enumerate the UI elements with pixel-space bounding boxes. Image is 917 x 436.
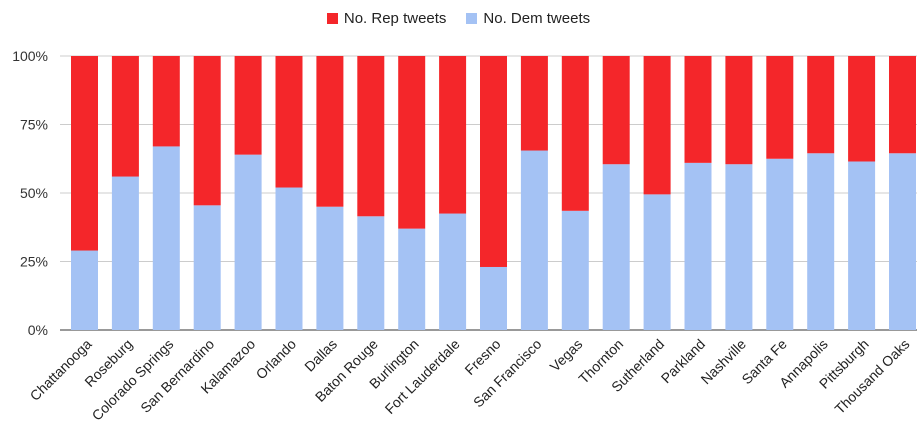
bar-dem [520, 150, 548, 330]
x-tick-label: Chattanooga [27, 336, 95, 404]
x-tick-label: Dallas [301, 336, 340, 375]
x-tick-label: Thousand Oaks [831, 336, 912, 417]
x-tick-label: Fort Lauderdale [382, 336, 463, 417]
legend-swatch-rep [326, 12, 338, 24]
x-tick-label: Orlando [253, 336, 300, 383]
bar-dem [766, 158, 794, 330]
y-tick-label: 25% [20, 254, 48, 270]
bar-dem [193, 205, 221, 330]
bar-rep [398, 56, 426, 229]
bar-dem [807, 153, 835, 330]
bar-rep [193, 56, 221, 206]
y-tick-label: 50% [20, 185, 48, 201]
legend-item-dem: No. Dem tweets [466, 10, 590, 27]
bar-rep [439, 56, 467, 214]
bar-rep [602, 56, 630, 165]
bar-rep [766, 56, 794, 159]
bar-dem [111, 176, 139, 330]
bars [71, 56, 916, 330]
bar-rep [480, 56, 507, 267]
y-tick-label: 75% [20, 117, 48, 133]
bar-rep [234, 56, 262, 155]
legend-item-rep: No. Rep tweets [326, 9, 447, 27]
bar-dem [889, 153, 916, 330]
bar-rep [111, 56, 139, 177]
x-tick-label: San Bernardino [137, 336, 217, 416]
bar-rep [71, 56, 98, 251]
bar-rep [807, 56, 835, 154]
y-tick-label: 0% [28, 322, 48, 338]
bar-dem [234, 154, 262, 330]
bar-rep [889, 56, 916, 154]
bar-rep [357, 56, 385, 217]
y-tick-label: 100% [12, 48, 48, 64]
bar-dem [602, 164, 630, 330]
bar-dem [561, 210, 589, 330]
bar-rep [520, 56, 548, 151]
legend-swatch-dem [466, 12, 478, 24]
bar-dem [643, 194, 671, 330]
bar-dem [848, 161, 876, 330]
bar-rep [275, 56, 303, 188]
bar-rep [561, 56, 589, 211]
bar-dem [480, 266, 507, 330]
bar-dem [357, 216, 385, 330]
bar-dem [71, 250, 98, 330]
bar-dem [275, 187, 303, 330]
bar-dem [725, 164, 753, 330]
bar-dem [316, 206, 344, 330]
legend: No. Rep tweets No. Dem tweets [0, 8, 917, 28]
y-axis-ticks: 0% 25% 50% 75% 100% [12, 48, 48, 338]
bar-rep [643, 56, 671, 195]
bar-rep [684, 56, 712, 163]
bar-dem [439, 213, 467, 330]
x-tick-label: Vegas [547, 336, 586, 375]
bar-rep [848, 56, 876, 162]
bar-rep [316, 56, 344, 207]
legend-label-rep: No. Rep tweets [343, 9, 447, 27]
bar-dem [398, 228, 426, 330]
bar-rep [152, 56, 180, 147]
bar-dem [684, 162, 712, 330]
legend-label-dem: No. Dem tweets [483, 9, 591, 27]
bar-dem [152, 146, 180, 330]
bar-rep [725, 56, 753, 165]
